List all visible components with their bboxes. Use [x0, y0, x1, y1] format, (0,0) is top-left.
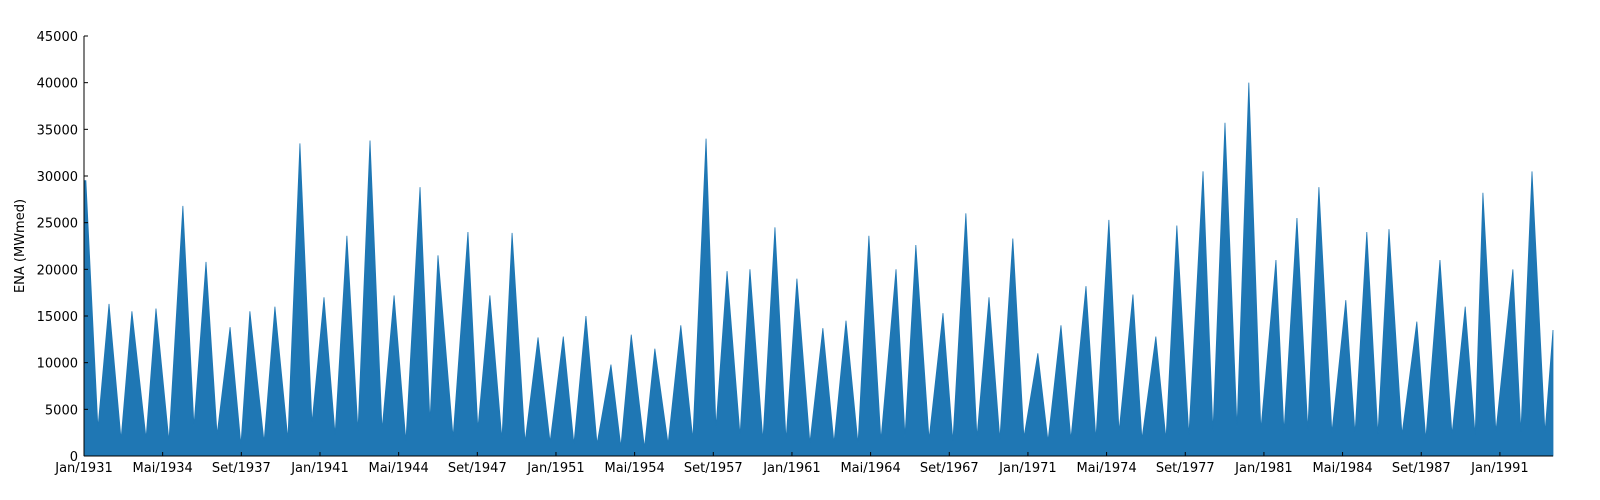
- y-tick-label: 40000: [37, 77, 78, 92]
- y-tick-label: 20000: [37, 263, 78, 278]
- x-tick-label: Set/1967: [920, 461, 979, 476]
- x-tick-label: Jan/1991: [1470, 461, 1529, 476]
- x-tick-label: Jan/1981: [1234, 461, 1293, 476]
- x-tick-label: Jan/1951: [526, 461, 585, 476]
- x-tick-label: Mai/1934: [133, 461, 193, 476]
- y-tick-label: 5000: [45, 403, 78, 418]
- x-tick-label: Set/1957: [684, 461, 743, 476]
- y-tick-label: 25000: [37, 217, 78, 232]
- x-tick-label: Set/1937: [212, 461, 271, 476]
- x-tick-label: Mai/1944: [369, 461, 429, 476]
- area: [83, 82, 1554, 457]
- x-tick-label: Set/1947: [448, 461, 507, 476]
- y-tick-label: 45000: [37, 30, 78, 45]
- x-tick-label: Mai/1964: [840, 461, 900, 476]
- x-tick-label: Jan/1941: [290, 461, 349, 476]
- x-tick-label: Set/1977: [1156, 461, 1215, 476]
- x-tick-label: Jan/1961: [762, 461, 821, 476]
- y-axis-label: ENA (MWmed): [13, 199, 28, 293]
- x-tick-label: Jan/1931: [54, 461, 113, 476]
- y-tick-label: 10000: [37, 357, 78, 372]
- x-tick-label: Mai/1984: [1312, 461, 1372, 476]
- y-tick-label: 15000: [37, 310, 78, 325]
- x-tick-label: Set/1987: [1392, 461, 1451, 476]
- y-tick-label: 35000: [37, 123, 78, 138]
- x-tick-label: Jan/1971: [998, 461, 1057, 476]
- y-tick-label: 0: [70, 450, 78, 465]
- y-tick-label: 30000: [37, 170, 78, 185]
- x-tick-label: Mai/1954: [604, 461, 664, 476]
- x-tick-label: Mai/1974: [1076, 461, 1136, 476]
